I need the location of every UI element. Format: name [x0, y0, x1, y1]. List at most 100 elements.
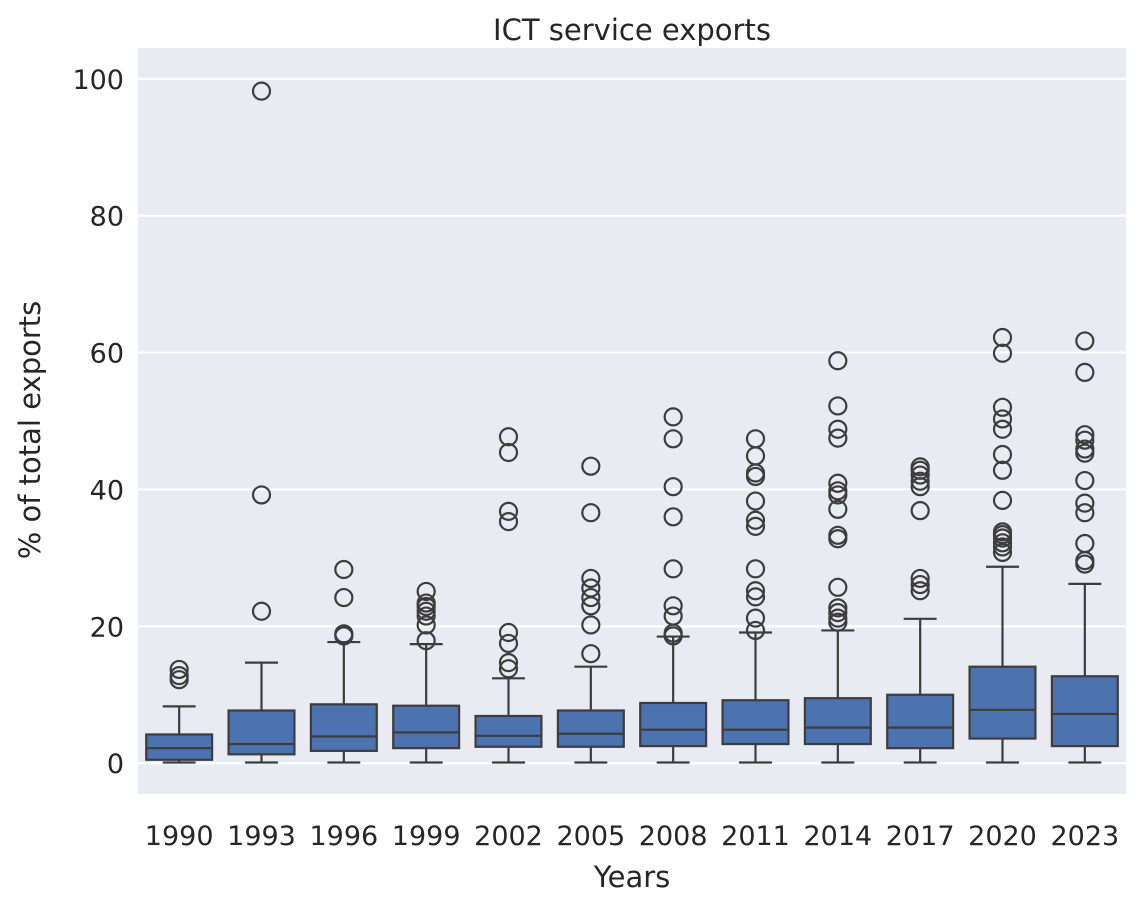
- outlier-2008-2: [663, 606, 683, 626]
- outlier-2008-8: [663, 407, 683, 427]
- outlier-2023-3: [1075, 503, 1095, 523]
- x-tick-label-1999: 1999: [392, 821, 461, 852]
- y-tick-label-20: 20: [90, 612, 124, 643]
- outlier-2017-8: [910, 457, 930, 477]
- outlier-2017-3: [910, 501, 930, 521]
- outlier-2017-2: [910, 568, 930, 589]
- outlier-2002-2: [498, 633, 519, 654]
- x-tick-label-1996: 1996: [309, 821, 378, 852]
- outlier-2005-5: [581, 568, 601, 589]
- outlier-2002-6: [498, 442, 519, 463]
- box-1996: [309, 559, 378, 764]
- chart-title: ICT service exports: [493, 13, 771, 47]
- box-2011: [721, 429, 790, 764]
- outlier-1999-2: [416, 606, 436, 626]
- box-2017: [886, 457, 955, 764]
- iqr-box-2014: [803, 697, 872, 746]
- outlier-1999-6: [416, 581, 436, 602]
- x-tick-label-2008: 2008: [639, 821, 708, 852]
- outlier-2014-4: [828, 577, 848, 597]
- outlier-2002-7: [498, 427, 519, 447]
- outlier-2002-0: [498, 659, 519, 679]
- outlier-2008-6: [663, 477, 683, 497]
- outlier-2014-1: [828, 608, 848, 628]
- outlier-2017-6: [910, 465, 930, 485]
- outlier-2005-6: [581, 503, 601, 523]
- outlier-2017-1: [910, 574, 930, 595]
- box-2008: [639, 407, 708, 764]
- outlier-2002-1: [498, 652, 519, 673]
- outlier-1999-3: [416, 601, 436, 621]
- outlier-2020-13: [992, 327, 1013, 348]
- outlier-1993-0: [251, 601, 272, 621]
- plot-background: [138, 48, 1126, 794]
- y-tick-labels: 0 20 40 60 80 100: [72, 65, 124, 780]
- outlier-2020-8: [992, 444, 1013, 465]
- iqr-box-2020: [968, 665, 1037, 740]
- outlier-2014-6: [828, 525, 848, 545]
- outlier-2014-2: [828, 603, 848, 623]
- x-tick-label-2020: 2020: [968, 821, 1037, 852]
- box-1999: [392, 581, 461, 764]
- outlier-1999-0: [416, 631, 436, 651]
- box-1993: [227, 81, 296, 764]
- x-axis-label: Years: [593, 860, 671, 894]
- outlier-2020-10: [992, 409, 1013, 429]
- outlier-2014-3: [828, 598, 848, 618]
- outlier-1990-1: [169, 665, 189, 686]
- outlier-2014-13: [828, 396, 848, 416]
- x-tick-labels: 1990 1993 1996 1999 2002 2005 2008 2011 2014 2017…: [145, 821, 1119, 852]
- box-2023: [1050, 331, 1119, 764]
- outlier-2020-9: [992, 419, 1013, 439]
- outlier-2005-7: [581, 456, 601, 476]
- x-tick-label-1990: 1990: [145, 821, 214, 852]
- iqr-box-2005: [556, 709, 625, 748]
- y-tick-label-80: 80: [90, 202, 124, 233]
- x-tick-label-2023: 2023: [1050, 821, 1119, 852]
- iqr-box-2011: [721, 699, 790, 746]
- outlier-2014-11: [828, 428, 848, 448]
- grid-lines: [138, 77, 1126, 765]
- box-2020: [968, 327, 1037, 764]
- outlier-2002-3: [498, 622, 519, 643]
- outlier-2014-10: [828, 473, 848, 493]
- iqr-box-2008: [639, 701, 708, 748]
- box-2005: [556, 456, 625, 764]
- outlier-1999-1: [416, 615, 436, 635]
- y-tick-label-0: 0: [107, 749, 124, 780]
- outlier-2005-0: [581, 644, 601, 664]
- outlier-2023-5: [1075, 470, 1095, 491]
- outlier-2014-7: [828, 499, 848, 519]
- outlier-2023-11: [1075, 331, 1095, 351]
- outlier-1993-2: [251, 81, 272, 101]
- outlier-2020-7: [992, 460, 1013, 480]
- outlier-2002-5: [498, 501, 519, 521]
- iqr-box-1996: [309, 703, 378, 752]
- iqr-box-2002: [474, 714, 543, 748]
- outlier-2017-5: [910, 471, 930, 491]
- outlier-2020-5: [992, 522, 1013, 542]
- x-tick-label-2014: 2014: [803, 821, 872, 852]
- y-tick-label-60: 60: [90, 339, 124, 370]
- box-2014: [803, 351, 872, 764]
- outlier-2023-9: [1075, 425, 1095, 445]
- outlier-2011-3: [745, 581, 766, 601]
- outlier-2020-2: [992, 533, 1013, 553]
- box-1990: [145, 659, 214, 764]
- outlier-2008-5: [663, 507, 683, 527]
- outlier-2020-12: [992, 343, 1013, 363]
- outlier-2011-5: [745, 516, 766, 536]
- outlier-2020-11: [992, 397, 1013, 417]
- outlier-2005-1: [581, 615, 601, 635]
- outlier-2011-6: [745, 510, 766, 530]
- outlier-2017-0: [910, 581, 930, 601]
- outlier-1993-1: [251, 485, 272, 505]
- outlier-1990-2: [169, 659, 189, 680]
- outlier-1996-1: [334, 624, 354, 644]
- outlier-2020-6: [992, 490, 1013, 510]
- iqr-box-1999: [392, 704, 461, 750]
- iqr-box-2023: [1050, 675, 1119, 748]
- outlier-1999-5: [416, 593, 436, 613]
- outlier-2014-14: [828, 351, 848, 371]
